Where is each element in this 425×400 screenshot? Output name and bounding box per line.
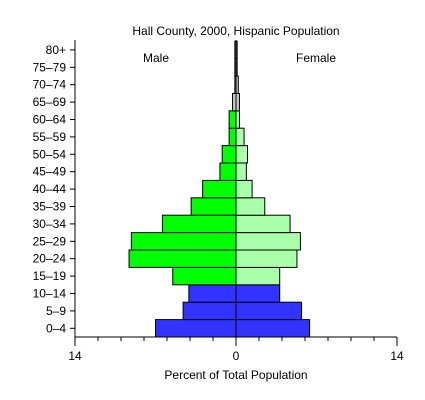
bar-female-25–29 bbox=[235, 232, 301, 251]
y-tick-label-0–4: 0–4 bbox=[46, 321, 66, 335]
bar-male-15–19 bbox=[172, 266, 237, 286]
bar-female-5–9 bbox=[235, 301, 303, 321]
bar-male-10–14 bbox=[188, 284, 237, 303]
bar-female-45–49 bbox=[235, 162, 247, 181]
y-axis: 0–4 5–9 10–14 15–19 20–24 25–29 30–34 35–39 40–4… bbox=[33, 40, 76, 337]
y-tick-label-10–14: 10–14 bbox=[33, 287, 67, 301]
y-tick-label-20–24: 20–24 bbox=[33, 252, 67, 266]
bar-female-15–19 bbox=[235, 266, 281, 286]
y-tick-label-15–19: 15–19 bbox=[33, 269, 67, 283]
x-tick-label: 0 bbox=[233, 349, 240, 363]
bar-female-0–4 bbox=[235, 319, 311, 338]
x-tick-label: 14 bbox=[390, 349, 404, 363]
y-tick-label-80+: 80+ bbox=[46, 43, 66, 57]
bar-male-55–59 bbox=[228, 127, 237, 147]
y-tick-label-50–54: 50–54 bbox=[33, 147, 67, 161]
bar-female-20–24 bbox=[235, 249, 298, 268]
bar-female-50–54 bbox=[235, 145, 248, 164]
y-tick-label-40–44: 40–44 bbox=[33, 182, 67, 196]
y-tick-label-25–29: 25–29 bbox=[33, 234, 67, 248]
y-tick-label-30–34: 30–34 bbox=[33, 217, 67, 231]
bar-male-20–24 bbox=[128, 249, 237, 268]
bar-male-40–44 bbox=[202, 179, 237, 199]
y-tick-label-70–74: 70–74 bbox=[33, 78, 67, 92]
bar-female-10–14 bbox=[235, 284, 281, 303]
bar-male-65–69 bbox=[232, 92, 237, 112]
y-tick-label-55–59: 55–59 bbox=[33, 130, 67, 144]
bar-male-5–9 bbox=[182, 301, 237, 321]
bar-male-30–34 bbox=[161, 214, 237, 234]
y-tick-label-60–64: 60–64 bbox=[33, 113, 67, 127]
side-label-female: Female bbox=[296, 51, 336, 65]
y-tick-label-35–39: 35–39 bbox=[33, 200, 67, 214]
bar-female-65–69 bbox=[235, 92, 240, 112]
bar-female-40–44 bbox=[235, 179, 253, 199]
bar-female-30–34 bbox=[235, 214, 291, 234]
y-tick-label-65–69: 65–69 bbox=[33, 95, 67, 109]
bars-group bbox=[128, 40, 311, 338]
bar-female-55–59 bbox=[235, 127, 245, 147]
bar-female-35–39 bbox=[235, 197, 266, 216]
chart-title: Hall County, 2000, Hispanic Population bbox=[132, 24, 339, 38]
bar-male-60–64 bbox=[228, 110, 237, 129]
y-tick-label-45–49: 45–49 bbox=[33, 165, 67, 179]
bar-female-60–64 bbox=[235, 110, 240, 129]
bar-male-0–4 bbox=[155, 319, 237, 338]
y-tick-label-5–9: 5–9 bbox=[46, 304, 66, 318]
x-tick-label: 14 bbox=[68, 349, 82, 363]
x-axis-label: Percent of Total Population bbox=[164, 368, 307, 382]
bar-male-45–49 bbox=[219, 162, 237, 181]
x-axis: 14 0 14 bbox=[68, 336, 404, 363]
bar-male-35–39 bbox=[190, 197, 237, 216]
bar-male-50–54 bbox=[221, 145, 237, 164]
bar-male-25–29 bbox=[130, 232, 237, 251]
y-tick-label-75–79: 75–79 bbox=[33, 60, 67, 74]
side-label-male: Male bbox=[143, 51, 169, 65]
